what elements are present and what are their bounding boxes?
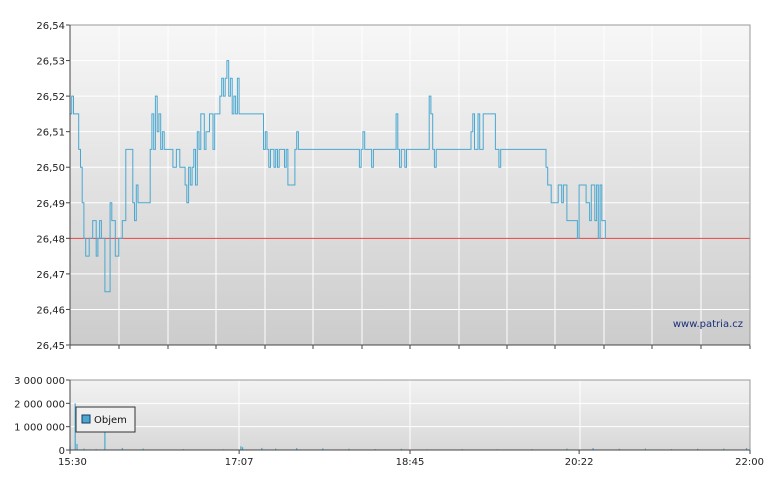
price-y-tick-label: 26,49 xyxy=(36,199,65,210)
volume-y-tick-label: 1 000 000 xyxy=(14,423,65,434)
price-y-tick-label: 26,45 xyxy=(36,341,65,352)
legend-label: Objem xyxy=(94,415,127,426)
price-y-tick-label: 26,48 xyxy=(36,234,65,245)
volume-x-tick-label: 22:00 xyxy=(735,457,764,468)
price-series-line xyxy=(70,60,607,293)
price-plot: 26,54 26,53 26,52 26,51 26,50 26,49 26,48 26,47… xyxy=(36,21,751,352)
price-y-tick-label: 26,53 xyxy=(36,57,65,68)
volume-x-tick-label: 20:22 xyxy=(565,457,594,468)
volume-y-tick-label: 3 000 000 xyxy=(14,376,65,387)
volume-x-tick-label: 18:45 xyxy=(396,457,425,468)
price-y-tick-label: 26,46 xyxy=(36,305,65,316)
price-y-tick-label: 26,50 xyxy=(36,163,65,174)
volume-x-tick-label: 15:30 xyxy=(58,457,87,468)
watermark-text: www.patria.cz xyxy=(673,319,743,330)
price-y-tick-label: 26,47 xyxy=(36,270,65,281)
volume-legend: Objem xyxy=(75,406,136,433)
price-y-tick-label: 26,51 xyxy=(36,128,65,139)
volume-y-tick-label: 2 000 000 xyxy=(14,399,65,410)
price-y-tick-label: 26,54 xyxy=(36,21,65,32)
volume-plot: 3 000 000 2 000 000 1 000 000 015:30 17:07 18… xyxy=(14,376,764,468)
volume-x-tick-label: 17:07 xyxy=(225,457,254,468)
price-y-tick-label: 26,52 xyxy=(36,92,65,103)
volume-y-tick-label: 0 xyxy=(59,446,65,457)
legend-swatch xyxy=(81,414,91,424)
